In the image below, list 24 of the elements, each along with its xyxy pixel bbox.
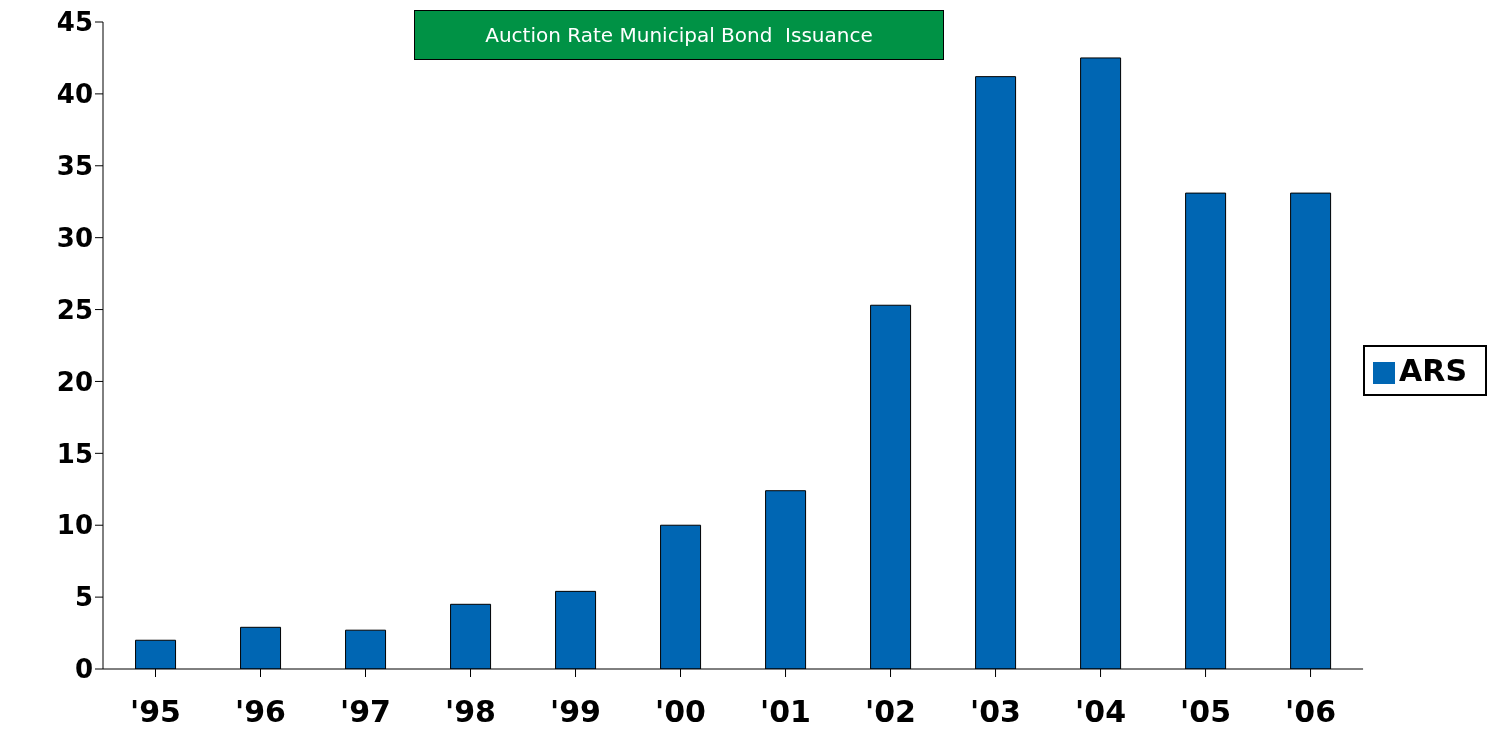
x-tick-label: '04 [1075, 694, 1127, 730]
y-tick-label: 45 [56, 7, 93, 38]
y-tick-label: 30 [56, 222, 93, 253]
x-tick-label: '96 [235, 694, 286, 730]
y-tick-label: 10 [56, 510, 93, 541]
x-tick-label: '02 [865, 694, 917, 730]
x-tick-label: '98 [445, 694, 496, 730]
x-tick-label: '97 [340, 694, 391, 730]
title-banner: Auction Rate Municipal Bond Issuance [414, 10, 944, 60]
x-tick-label: '05 [1180, 694, 1232, 730]
y-tick-label: 20 [56, 366, 93, 397]
x-tick-label: '01 [760, 694, 811, 730]
x-tick-label: '00 [655, 694, 706, 730]
x-tick-label: '03 [970, 694, 1022, 730]
x-tick-label: '99 [550, 694, 601, 730]
y-tick-label: 0 [74, 654, 93, 685]
legend-label: ARS [1399, 353, 1467, 388]
y-tick-label: 40 [56, 79, 93, 110]
y-tick-label: 5 [74, 582, 93, 613]
y-tick-label: 35 [56, 151, 93, 182]
y-tick-label: 15 [56, 438, 93, 469]
x-tick-label: '95 [130, 694, 181, 730]
y-tick-label: 25 [56, 294, 93, 325]
x-tick-label: '06 [1285, 694, 1337, 730]
